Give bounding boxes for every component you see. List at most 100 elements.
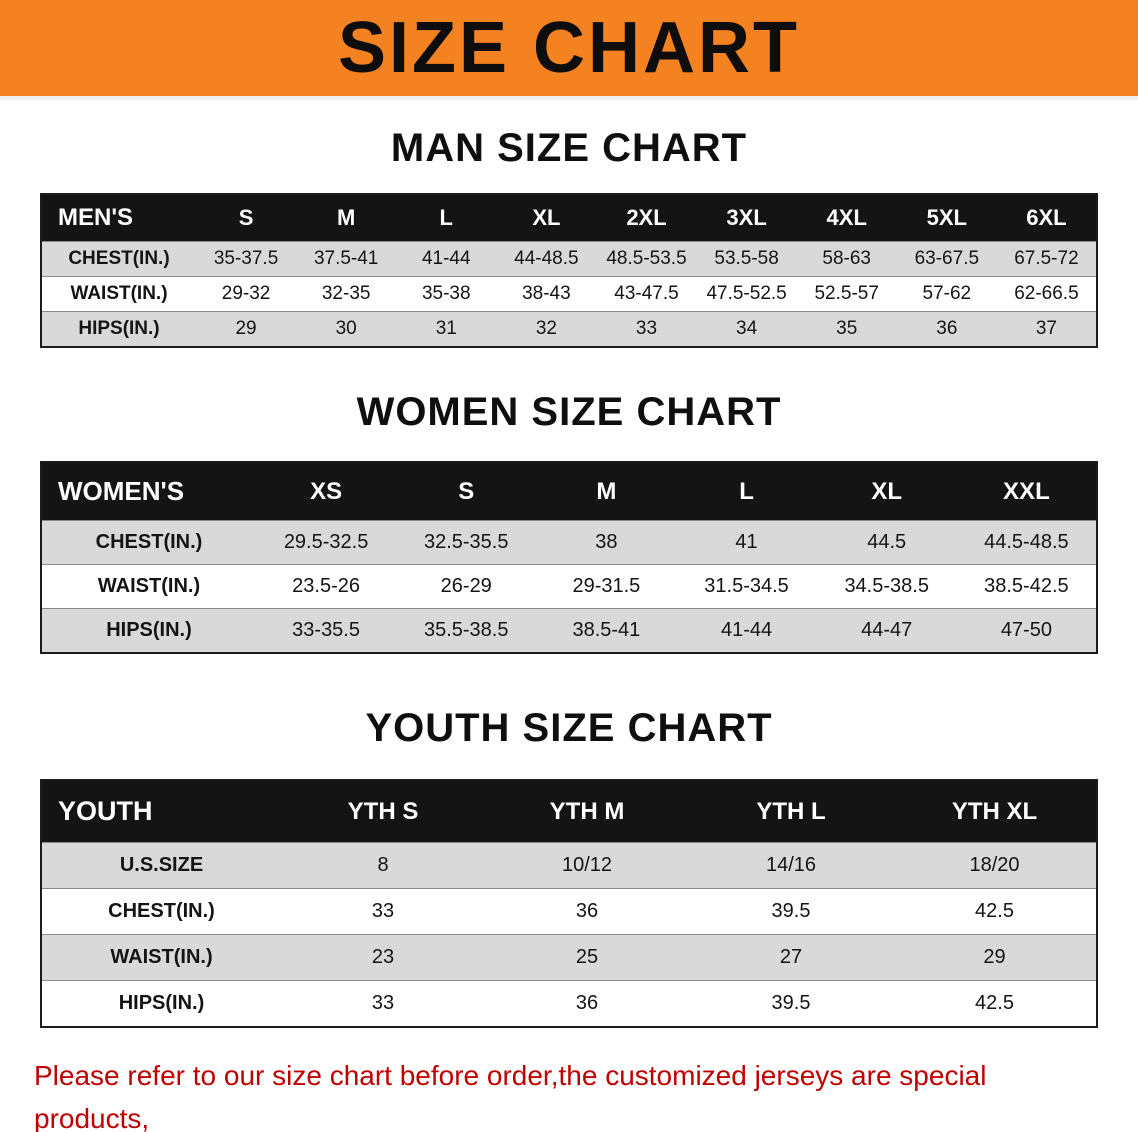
page-title: SIZE CHART	[338, 8, 800, 88]
measurement-cell: 53.5-58	[714, 248, 779, 269]
size-header-cell: 3XL	[696, 194, 797, 242]
women-size-table: WOMEN'S XS S M L XL XXL CHEST(IN.) 29.5-32.5 32.5…	[40, 461, 1098, 654]
size-header-cell: L	[676, 462, 817, 521]
size-header-cell: 5XL	[896, 194, 997, 242]
measurement-cell: 38.5-41	[572, 619, 641, 641]
measurement-cell: 27	[779, 946, 803, 968]
measurement-cell: 39.5	[771, 900, 811, 922]
measurement-cell: 31	[435, 318, 457, 339]
measurement-cell: 8	[377, 854, 389, 876]
measurement-cell: 35.5-38.5	[423, 619, 509, 641]
measurement-cell: 33	[371, 900, 395, 922]
size-header-cell: XL	[496, 194, 597, 242]
row-label-cell: CHEST(IN.)	[108, 900, 215, 922]
measurement-cell: 48.5-53.5	[606, 248, 687, 269]
table-header-row: WOMEN'S XS S M L XL XXL	[41, 462, 1097, 521]
row-label-cell: WAIST(IN.)	[110, 946, 213, 968]
size-header-cell: M	[536, 462, 677, 521]
row-label-cell: HIPS(IN.)	[106, 619, 192, 641]
row-label-cell: WAIST(IN.)	[70, 283, 168, 304]
measurement-cell: 18/20	[969, 854, 1020, 876]
size-header-cell: XXL	[956, 462, 1097, 521]
measurement-cell: 35	[836, 318, 858, 339]
measurement-cell: 63-67.5	[914, 248, 980, 269]
measurement-cell: 33	[371, 992, 395, 1014]
youth-section-heading: YOUTH SIZE CHART	[365, 706, 773, 750]
measurement-cell: 44.5	[867, 531, 907, 553]
size-header-cell: YTH S	[281, 780, 485, 843]
table-row: U.S.SIZE 8 10/12 14/16 18/20	[41, 842, 1097, 889]
measurement-cell: 38.5-42.5	[984, 575, 1069, 597]
measurement-cell: 29.5-32.5	[283, 531, 369, 553]
row-label-cell: U.S.SIZE	[119, 854, 204, 876]
measurement-cell: 62-66.5	[1014, 283, 1079, 304]
measurement-cell: 31.5-34.5	[704, 575, 789, 597]
measurement-cell: 36	[575, 900, 599, 922]
table-title-cell: MEN'S	[41, 194, 196, 242]
size-header-cell: XL	[816, 462, 957, 521]
size-header-cell: YTH M	[485, 780, 689, 843]
table-title-cell: YOUTH	[41, 780, 281, 843]
measurement-cell: 33	[635, 318, 658, 339]
row-label-cell: HIPS(IN.)	[78, 318, 160, 339]
measurement-cell: 39.5	[771, 992, 811, 1014]
measurement-cell: 29	[235, 318, 257, 339]
row-label-cell: CHEST(IN.)	[95, 531, 203, 553]
row-label-cell: HIPS(IN.)	[118, 992, 205, 1014]
measurement-cell: 44.5-48.5	[984, 531, 1069, 553]
table-row: WAIST(IN.) 23 25 27 29	[41, 934, 1097, 981]
measurement-cell: 44-48.5	[514, 248, 579, 269]
measurement-cell: 32.5-35.5	[423, 531, 509, 553]
measurement-cell: 57-62	[922, 283, 972, 304]
measurement-cell: 43-47.5	[614, 283, 679, 304]
youth-size-table: YOUTH YTH S YTH M YTH L YTH XL U.S.SIZE 8 10/12…	[40, 779, 1098, 1028]
banner: SIZE CHART	[0, 0, 1138, 100]
table-row: WAIST(IN.) 29-32 32-35 35-38 38-43 43-47.5 47.…	[41, 276, 1097, 312]
measurement-cell: 23.5-26	[292, 575, 360, 597]
size-header-cell: 6XL	[996, 194, 1097, 242]
measurement-cell: 36	[575, 992, 599, 1014]
measurement-cell: 41	[735, 531, 758, 553]
measurement-cell: 34.5-38.5	[844, 575, 929, 597]
measurement-cell: 14/16	[765, 854, 817, 876]
measurement-cell: 42.5	[975, 900, 1014, 922]
disclaimer-line-1: Please refer to our size chart before or…	[34, 1060, 987, 1132]
measurement-cell: 29	[983, 946, 1006, 968]
measurement-cell: 47-50	[1000, 619, 1052, 641]
size-header-cell: YTH L	[689, 780, 893, 843]
table-title-cell: WOMEN'S	[41, 462, 256, 521]
measurement-cell: 38	[595, 531, 618, 553]
size-header-cell: S	[396, 462, 537, 521]
measurement-cell: 32	[535, 318, 557, 339]
size-header-cell: 2XL	[596, 194, 697, 242]
size-header-cell: S	[196, 194, 297, 242]
disclaimer: Please refer to our size chart before or…	[34, 1054, 1104, 1132]
men-section-heading: MAN SIZE CHART	[390, 126, 748, 170]
measurement-cell: 42.5	[975, 992, 1014, 1014]
women-section-heading: WOMEN SIZE CHART	[356, 390, 782, 434]
table-row: WAIST(IN.) 23.5-26 26-29 29-31.5 31.5-34.5 34…	[41, 564, 1097, 609]
size-header-cell: 4XL	[796, 194, 897, 242]
table-row: HIPS(IN.) 33-35.5 35.5-38.5 38.5-41 41-44 44-…	[41, 608, 1097, 653]
table-row: HIPS(IN.) 33 36 39.5 42.5	[41, 980, 1097, 1027]
measurement-cell: 38-43	[522, 283, 571, 304]
size-header-cell: XS	[256, 462, 397, 521]
measurement-cell: 41-44	[421, 248, 471, 269]
table-row: CHEST(IN.) 35-37.5 37.5-41 41-44 44-48.5 48.5…	[41, 241, 1097, 277]
size-header-cell: L	[396, 194, 497, 242]
measurement-cell: 41-44	[720, 619, 773, 641]
measurement-cell: 37	[1035, 318, 1057, 339]
table-row: CHEST(IN.) 33 36 39.5 42.5	[41, 888, 1097, 935]
measurement-cell: 29-31.5	[572, 575, 641, 597]
men-section: MAN SIZE CHART MEN'S S M L XL 2XL 3XL 4XL 5XL 6XL…	[0, 126, 1138, 348]
measurement-cell: 10/12	[561, 854, 613, 876]
measurement-cell: 23	[371, 946, 395, 968]
measurement-cell: 29-32	[221, 283, 271, 304]
table-row: HIPS(IN.) 29 30 31 32 33 34 35 36 37	[41, 311, 1097, 347]
measurement-cell: 36	[936, 318, 958, 339]
youth-section: YOUTH SIZE CHART YOUTH YTH S YTH M YTH L YTH…	[0, 706, 1138, 1028]
table-row: CHEST(IN.) 29.5-32.5 32.5-35.5 38 41 44.5 44.5…	[41, 520, 1097, 565]
table-header-row: MEN'S S M L XL 2XL 3XL 4XL 5XL 6XL	[41, 194, 1097, 242]
measurement-cell: 47.5-52.5	[706, 283, 787, 304]
